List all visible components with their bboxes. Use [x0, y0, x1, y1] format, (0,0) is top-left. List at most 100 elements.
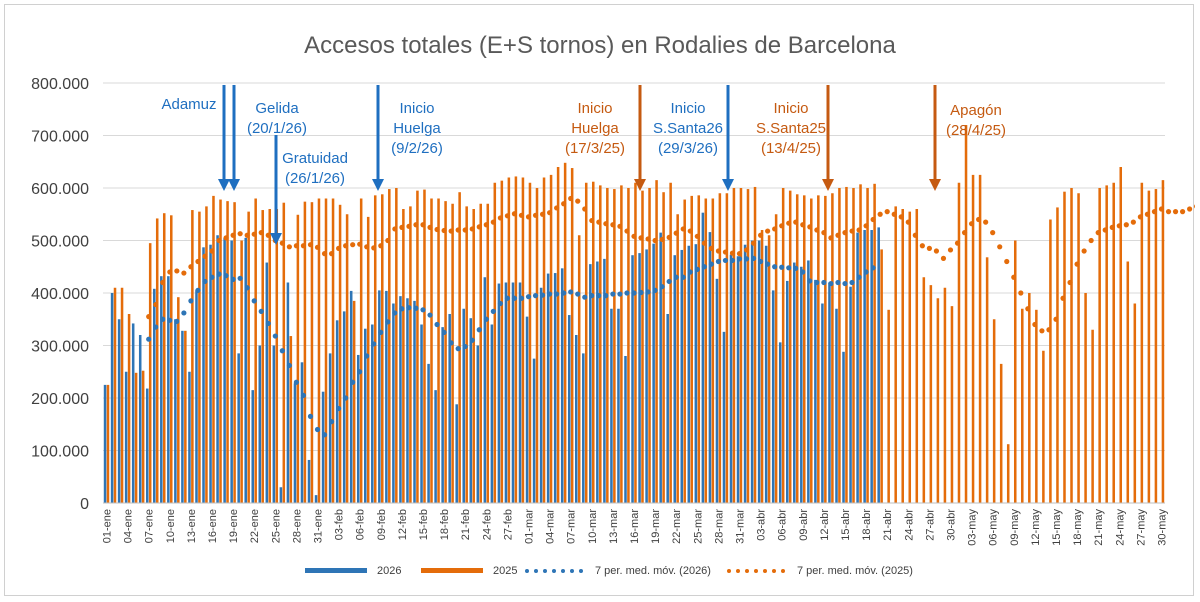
- bar-2026: [596, 261, 599, 503]
- bar-2025: [1161, 180, 1165, 504]
- moving-average-point-2025: [504, 213, 510, 219]
- bar-2025: [388, 189, 391, 504]
- bar-2026: [567, 315, 571, 503]
- bar-2025: [570, 168, 574, 504]
- bar-2025: [162, 213, 166, 503]
- bar-2025: [620, 185, 623, 504]
- bar-2026: [680, 249, 684, 503]
- moving-average-point-2026: [490, 308, 496, 314]
- bar-2025: [113, 287, 117, 503]
- bar-2026: [800, 266, 803, 503]
- moving-average-point-2026: [160, 316, 166, 322]
- bars: [103, 125, 1165, 504]
- x-tick-label: 07-mar: [566, 509, 578, 544]
- moving-average-point-2026: [441, 329, 447, 335]
- moving-average-point-2026: [532, 293, 539, 299]
- bar-2026: [814, 279, 817, 504]
- x-tick-label: 15-abr: [840, 509, 852, 541]
- annotation-arrowhead: [722, 179, 734, 191]
- bar-2025: [331, 198, 335, 503]
- moving-average-point-2025: [371, 245, 377, 251]
- bar-2026: [188, 371, 191, 503]
- moving-average-point-2026: [497, 300, 503, 307]
- moving-average-point-2025: [209, 248, 215, 254]
- moving-average-point-2025: [195, 258, 201, 265]
- bar-2026: [715, 278, 719, 503]
- annotation-label: Huelga: [571, 120, 619, 137]
- moving-average-point-2025: [223, 235, 229, 241]
- moving-average-point-2025: [1067, 279, 1073, 286]
- x-tick-label: 22-ene: [249, 509, 261, 543]
- x-tick-label: 24-may: [1114, 509, 1126, 546]
- bar-2026: [300, 362, 304, 503]
- moving-average-point-2026: [314, 426, 321, 433]
- x-tick-label: 31-mar: [735, 509, 747, 544]
- moving-average-point-2025: [518, 212, 525, 218]
- bar-2025: [205, 206, 208, 504]
- moving-average-point-2025: [434, 226, 440, 233]
- moving-average-point-2025: [765, 228, 771, 234]
- bar-2025: [198, 211, 201, 504]
- moving-average-point-2026: [434, 321, 440, 328]
- moving-average-point-2025: [1116, 223, 1122, 229]
- bar-2025: [718, 193, 722, 503]
- bar-2025: [627, 188, 630, 503]
- bar-2026: [631, 255, 634, 503]
- y-tick-label: 400.000: [31, 286, 89, 303]
- moving-average-point-2026: [870, 265, 876, 271]
- bar-2025: [929, 285, 933, 504]
- moving-average-point-2025: [891, 211, 897, 217]
- bar-2026: [525, 316, 529, 504]
- moving-average-lines: [146, 195, 1195, 438]
- bar-2026: [265, 262, 269, 503]
- bar-2025: [810, 198, 813, 503]
- bar-2026: [849, 286, 852, 503]
- bar-2025: [451, 203, 454, 503]
- bar-2025: [416, 190, 419, 504]
- bar-2025: [760, 230, 764, 503]
- bar-2026: [835, 308, 838, 503]
- bar-2025: [247, 211, 250, 504]
- moving-average-point-2026: [715, 258, 722, 265]
- x-tick-label: 19-mar: [650, 509, 662, 544]
- bar-2025: [563, 162, 567, 504]
- bar-2025: [310, 202, 314, 504]
- moving-average-point-2025: [940, 255, 947, 261]
- moving-average-point-2026: [230, 276, 236, 282]
- annotation-label: Inicio: [577, 100, 612, 117]
- moving-average-point-2026: [413, 305, 419, 311]
- moving-average-point-2026: [216, 271, 222, 277]
- moving-average-point-2026: [328, 419, 335, 425]
- moving-average-point-2026: [863, 269, 869, 275]
- bar-2025: [479, 203, 482, 503]
- bar-2025: [338, 204, 342, 504]
- moving-average-point-2026: [793, 265, 799, 271]
- bar-2025: [437, 198, 440, 503]
- bar-2025: [486, 203, 490, 503]
- annotation-label: (26/1/26): [285, 170, 345, 187]
- bar-2026: [645, 249, 648, 503]
- moving-average-point-2025: [786, 220, 792, 226]
- moving-average-point-2026: [307, 413, 314, 419]
- x-tick-label: 28-ene: [291, 509, 303, 543]
- bar-2025: [613, 189, 616, 504]
- x-tick-label: 06-abr: [777, 509, 789, 541]
- bar-2026: [490, 324, 494, 503]
- bar-2025: [676, 214, 679, 503]
- bar-2025: [1147, 190, 1151, 504]
- moving-average-point-2025: [750, 240, 757, 246]
- moving-average-point-2026: [765, 261, 771, 267]
- bar-2026: [230, 240, 233, 503]
- bar-2025: [345, 214, 349, 503]
- moving-average-point-2026: [758, 258, 764, 265]
- bar-2026: [420, 324, 423, 503]
- x-tick-label: 09-abr: [798, 509, 810, 541]
- moving-average-point-2025: [1088, 237, 1094, 244]
- bar-2025: [170, 215, 173, 504]
- bar-2025: [303, 201, 307, 503]
- moving-average-point-2026: [244, 285, 250, 291]
- bar-2026: [448, 314, 451, 503]
- moving-average-point-2025: [314, 244, 321, 250]
- moving-average-point-2025: [448, 228, 454, 234]
- moving-average-point-2025: [1004, 258, 1010, 265]
